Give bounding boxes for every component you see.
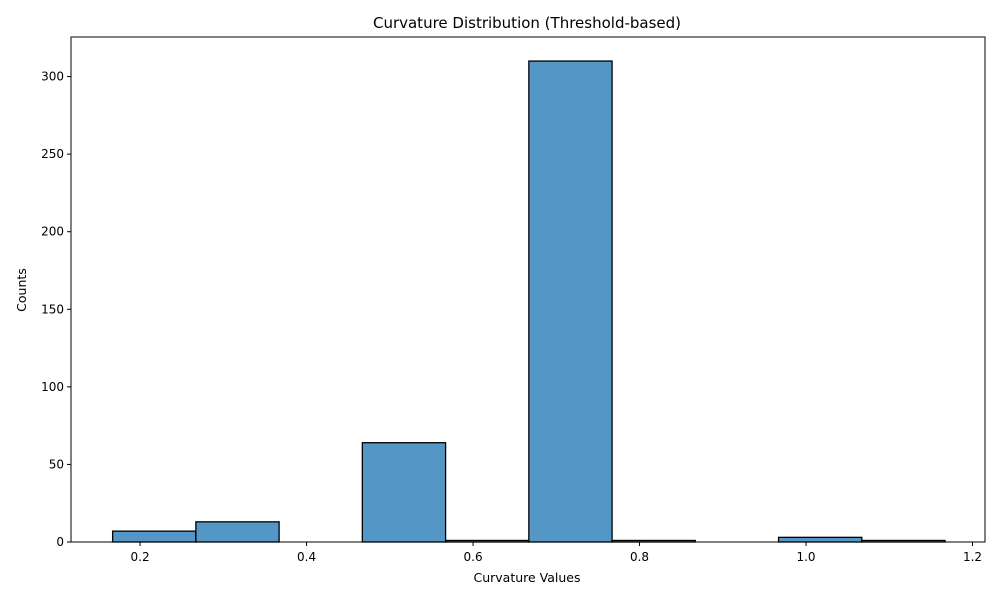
x-tick-label-4: 1.0 <box>796 550 815 564</box>
x-tick-label-5: 1.2 <box>963 550 982 564</box>
x-tick-label-0: 0.2 <box>131 550 150 564</box>
histogram-bar-1 <box>195 521 280 543</box>
x-axis: 0.2 0.4 0.6 0.8 1.0 1.2 <box>131 542 982 564</box>
y-tick-label-5: 250 <box>41 147 64 161</box>
y-axis: 0 50 100 150 200 250 300 <box>41 70 71 549</box>
y-tick-label-2: 100 <box>41 380 64 394</box>
plot-frame <box>70 36 986 543</box>
y-tick-label-0: 0 <box>56 535 64 549</box>
y-tick-label-3: 150 <box>41 302 64 316</box>
x-axis-label: Curvature Values <box>473 570 580 585</box>
y-tick-label-6: 300 <box>41 70 64 84</box>
chart-title: Curvature Distribution (Threshold-based) <box>373 14 681 32</box>
x-tick-label-2: 0.6 <box>464 550 483 564</box>
y-tick-label-1: 50 <box>49 457 64 471</box>
histogram-bar-3 <box>361 442 447 543</box>
histogram-bar-5 <box>528 60 613 543</box>
bars-group <box>111 60 946 543</box>
x-tick-label-1: 0.4 <box>297 550 316 564</box>
y-tick-label-4: 200 <box>41 225 64 239</box>
y-axis-label: Counts <box>14 268 29 312</box>
x-tick-label-3: 0.8 <box>630 550 649 564</box>
histogram-bar-8 <box>777 536 863 543</box>
histogram-bar-0 <box>111 530 197 543</box>
